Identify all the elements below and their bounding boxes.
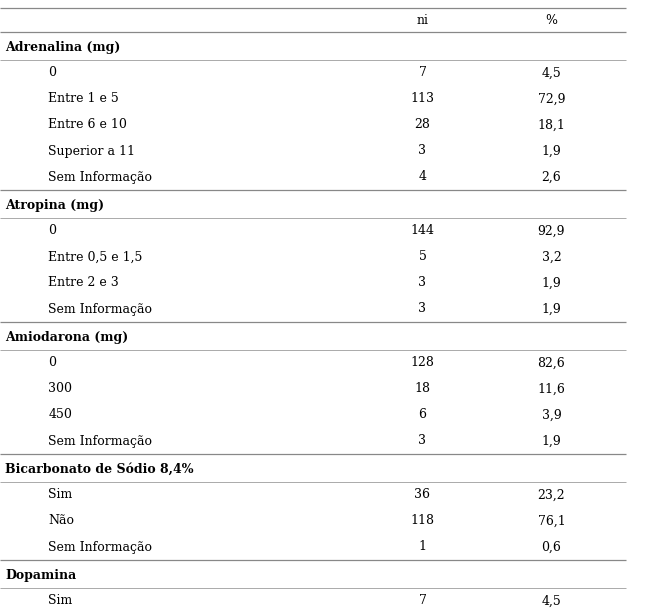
Text: Não: Não [48, 514, 74, 527]
Text: 4,5: 4,5 [542, 595, 561, 607]
Text: Adrenalina (mg): Adrenalina (mg) [5, 41, 121, 54]
Text: Entre 6 e 10: Entre 6 e 10 [48, 119, 127, 131]
Text: Sem Informação: Sem Informação [48, 170, 152, 183]
Text: 7: 7 [419, 595, 426, 607]
Text: Sim: Sim [48, 595, 73, 607]
Text: Sem Informação: Sem Informação [48, 434, 152, 447]
Text: 128: 128 [410, 356, 435, 370]
Text: 6: 6 [419, 409, 426, 422]
Text: Entre 0,5 e 1,5: Entre 0,5 e 1,5 [48, 251, 143, 263]
Text: Entre 2 e 3: Entre 2 e 3 [48, 277, 119, 290]
Text: 0: 0 [48, 356, 56, 370]
Text: 5: 5 [419, 251, 426, 263]
Text: 1: 1 [419, 541, 426, 554]
Text: %: % [546, 13, 557, 26]
Text: 4,5: 4,5 [542, 67, 561, 79]
Text: Sem Informação: Sem Informação [48, 302, 152, 315]
Text: Entre 1 e 5: Entre 1 e 5 [48, 92, 119, 106]
Text: 2,6: 2,6 [542, 170, 561, 183]
Text: 28: 28 [415, 119, 430, 131]
Text: 82,6: 82,6 [537, 356, 566, 370]
Text: Sem Informação: Sem Informação [48, 541, 152, 554]
Text: 1,9: 1,9 [542, 434, 561, 447]
Text: 18: 18 [415, 382, 430, 395]
Text: 92,9: 92,9 [538, 224, 565, 238]
Text: 18,1: 18,1 [537, 119, 566, 131]
Text: Superior a 11: Superior a 11 [48, 144, 135, 158]
Text: 1,9: 1,9 [542, 277, 561, 290]
Text: 300: 300 [48, 382, 72, 395]
Text: Sim: Sim [48, 489, 73, 502]
Text: 0: 0 [48, 67, 56, 79]
Text: 7: 7 [419, 67, 426, 79]
Text: 3: 3 [419, 302, 426, 315]
Text: 3: 3 [419, 277, 426, 290]
Text: 3: 3 [419, 144, 426, 158]
Text: Dopamina: Dopamina [5, 569, 76, 582]
Text: 3,2: 3,2 [542, 251, 561, 263]
Text: Atropina (mg): Atropina (mg) [5, 199, 104, 212]
Text: ni: ni [417, 13, 428, 26]
Text: 11,6: 11,6 [537, 382, 566, 395]
Text: 1,9: 1,9 [542, 144, 561, 158]
Text: 23,2: 23,2 [538, 489, 565, 502]
Text: 4: 4 [419, 170, 426, 183]
Text: 1,9: 1,9 [542, 302, 561, 315]
Text: 72,9: 72,9 [538, 92, 565, 106]
Text: 0,6: 0,6 [542, 541, 561, 554]
Text: 3: 3 [419, 434, 426, 447]
Text: 144: 144 [410, 224, 435, 238]
Text: 0: 0 [48, 224, 56, 238]
Text: Bicarbonato de Sódio 8,4%: Bicarbonato de Sódio 8,4% [5, 463, 193, 476]
Text: Amiodarona (mg): Amiodarona (mg) [5, 331, 128, 344]
Text: 3,9: 3,9 [542, 409, 561, 422]
Text: 118: 118 [410, 514, 435, 527]
Text: 36: 36 [415, 489, 430, 502]
Text: 76,1: 76,1 [537, 514, 566, 527]
Text: 450: 450 [48, 409, 72, 422]
Text: 113: 113 [410, 92, 435, 106]
